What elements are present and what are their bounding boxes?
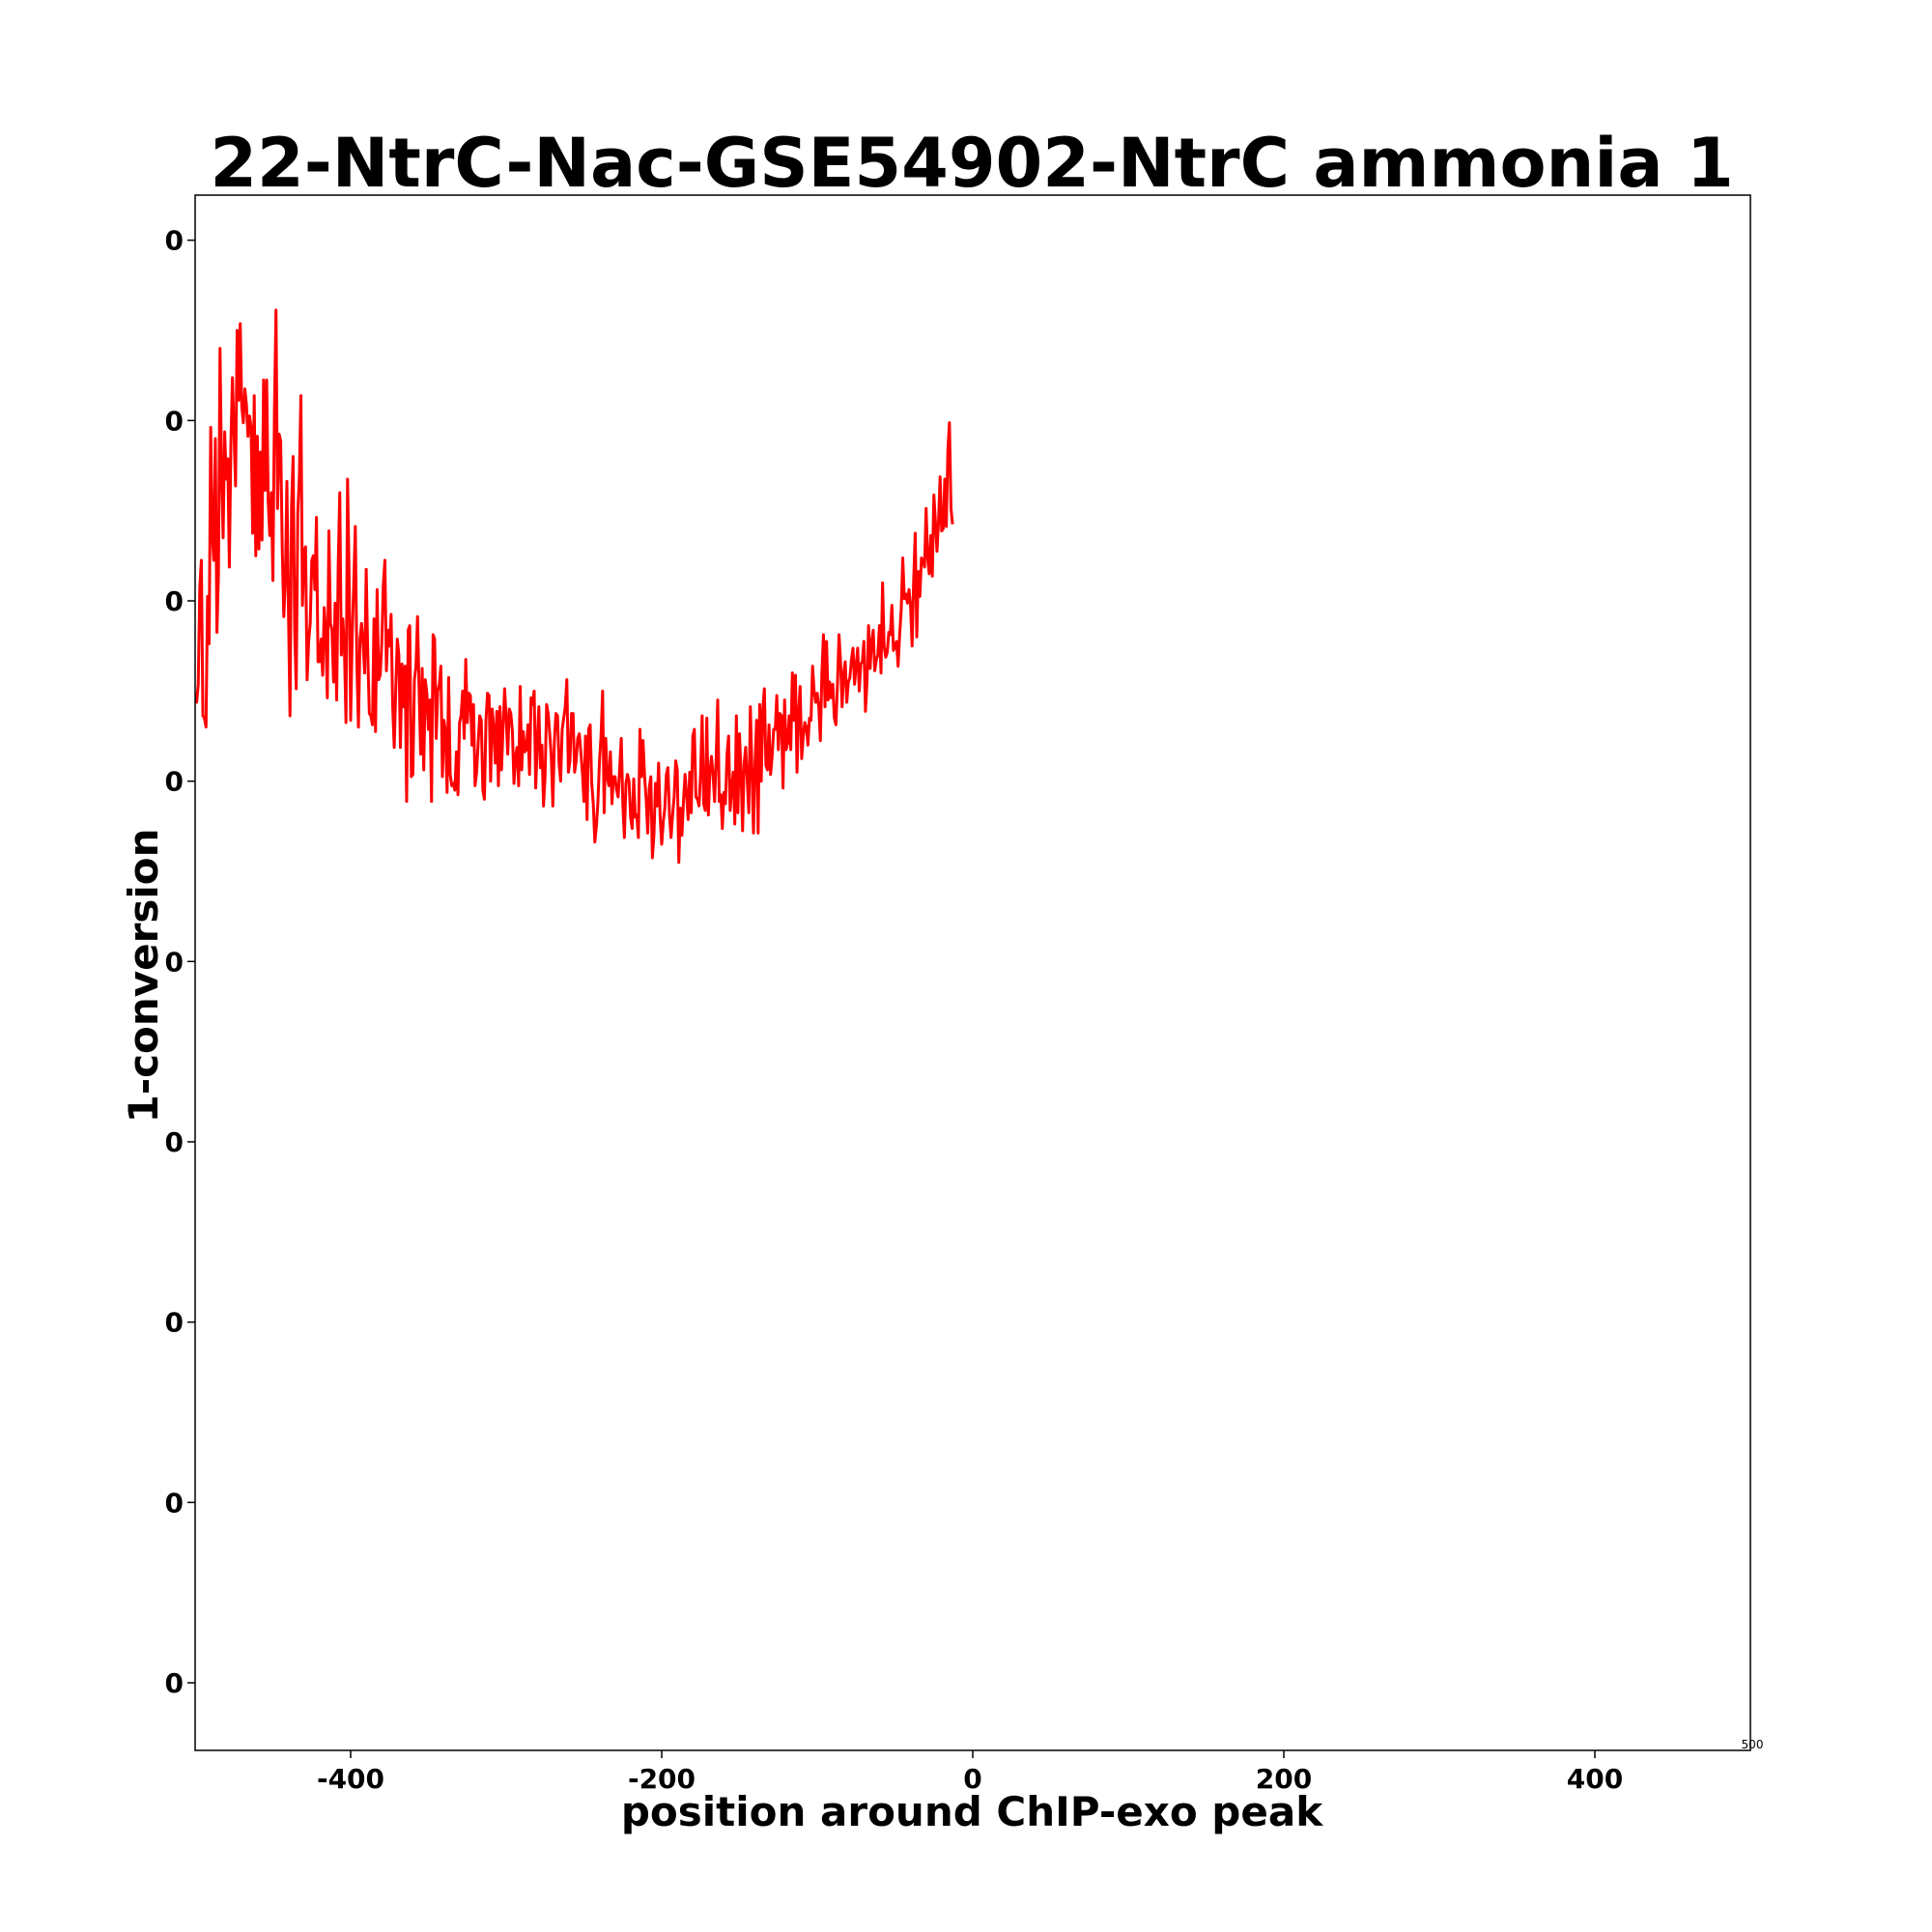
x-axis-label: position around ChIP-exo peak bbox=[621, 1788, 1323, 1835]
y-tick-label: 0 bbox=[165, 585, 184, 617]
x-tick-label: -200 bbox=[628, 1763, 696, 1795]
x-edge-tick-label: 500 bbox=[1742, 1738, 1764, 1751]
y-tick-label: 0 bbox=[165, 225, 184, 257]
y-tick-label: 0 bbox=[165, 1126, 184, 1158]
x-tick-label: 400 bbox=[1567, 1763, 1623, 1795]
plot-area bbox=[195, 308, 954, 865]
y-axis-ticks: 0 0 0 0 0 0 0 0 0 bbox=[165, 225, 195, 1699]
series-layer bbox=[195, 308, 954, 865]
y-axis-label: 1-conversion bbox=[120, 828, 167, 1122]
series-line-0 bbox=[195, 308, 954, 865]
y-tick-label: 0 bbox=[165, 766, 184, 798]
y-tick-label: 0 bbox=[165, 1307, 184, 1339]
chart-title: 22-NtrC-Nac-GSE54902-NtrC ammonia 1 bbox=[210, 124, 1733, 203]
x-tick-label: 200 bbox=[1256, 1763, 1312, 1795]
y-tick-label: 0 bbox=[165, 1667, 184, 1699]
x-tick-label: -400 bbox=[317, 1763, 384, 1795]
x-tick-label: 0 bbox=[963, 1763, 981, 1795]
y-tick-label: 0 bbox=[165, 1487, 184, 1519]
y-tick-label: 0 bbox=[165, 405, 184, 437]
x-axis-ticks: -400 -200 0 200 400 500 bbox=[317, 1738, 1763, 1795]
plot-frame bbox=[194, 194, 1751, 1751]
y-tick-label: 0 bbox=[165, 946, 184, 978]
